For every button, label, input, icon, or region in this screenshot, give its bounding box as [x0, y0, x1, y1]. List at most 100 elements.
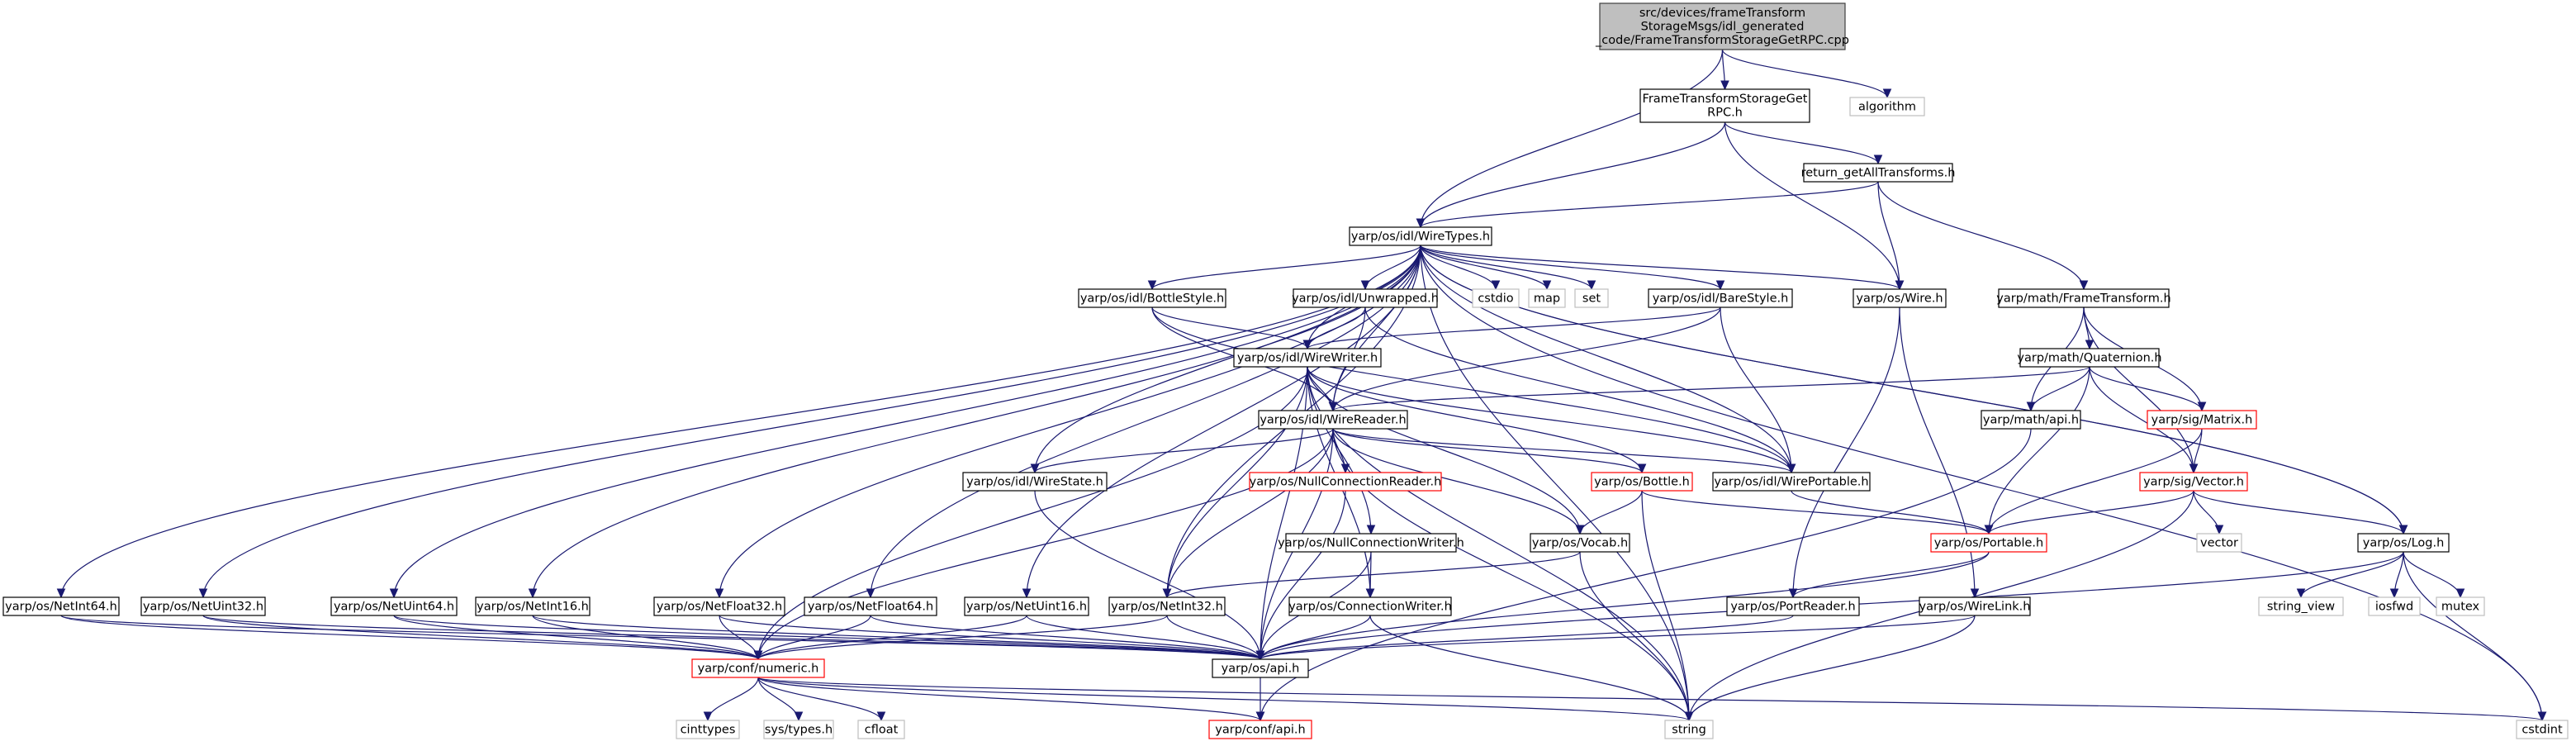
node-retall[interactable]: return_getAllTransforms.h — [1801, 163, 1956, 183]
node-box-netint32 — [1108, 596, 1226, 616]
node-connwriter[interactable]: yarp/os/ConnectionWriter.h — [1288, 596, 1452, 616]
node-label-nullreader: yarp/os/NullConnectionReader.h — [1250, 475, 1442, 488]
node-wirewriter[interactable]: yarp/os/idl/WireWriter.h — [1233, 348, 1382, 368]
edge-nullreader-to-osapi — [1260, 490, 1346, 660]
edge-barestyle-to-wirewriter — [1307, 306, 1721, 349]
node-netuint32[interactable]: yarp/os/NetUint32.h — [140, 596, 266, 616]
node-label-vocab: yarp/os/Vocab.h — [1532, 536, 1628, 549]
node-ftsget[interactable]: FrameTransformStorageGetRPC.h — [1639, 88, 1810, 123]
node-nullwriter[interactable]: yarp/os/NullConnectionWriter.h — [1278, 533, 1464, 553]
node-box-unwrapped — [1293, 288, 1438, 308]
node-barestyle[interactable]: yarp/os/idl/BareStyle.h — [1648, 288, 1793, 308]
edge-netfloat32-to-osapi — [719, 615, 1261, 660]
node-box-wirewriter — [1233, 348, 1382, 368]
node-frametransform[interactable]: yarp/math/FrameTransform.h — [1996, 288, 2171, 308]
node-portreader[interactable]: yarp/os/PortReader.h — [1726, 596, 1860, 616]
edge-vectorh-to-portable — [1988, 490, 2194, 535]
edge-ftsget-to-wire — [1724, 121, 1900, 290]
edge-numeric-to-cinttypes — [707, 677, 759, 721]
edge-quaternion-to-matrix — [2089, 366, 2203, 411]
edge-wirelink-to-osapi — [1260, 615, 1976, 660]
arrowhead-wirelink-to-osapi — [1255, 650, 1265, 661]
node-matrix[interactable]: yarp/sig/Matrix.h — [2147, 410, 2257, 430]
node-nullreader[interactable]: yarp/os/NullConnectionReader.h — [1249, 472, 1442, 492]
edges-layer — [56, 49, 2547, 722]
node-box-portreader — [1726, 596, 1860, 616]
node-label-numeric: yarp/conf/numeric.h — [698, 662, 819, 675]
node-wire[interactable]: yarp/os/Wire.h — [1853, 288, 1947, 308]
arrowhead-log-to-iosfwd — [2389, 588, 2399, 599]
node-osapi[interactable]: yarp/os/api.h — [1212, 658, 1309, 678]
node-label-root: src/devices/frameTransform — [1639, 7, 1805, 20]
node-numeric[interactable]: yarp/conf/numeric.h — [691, 658, 825, 678]
node-portable[interactable]: yarp/os/Portable.h — [1930, 533, 2047, 553]
node-box-wirereader — [1258, 410, 1408, 430]
node-root[interactable]: src/devices/frameTransformStorageMsgs/id… — [1595, 2, 1849, 50]
node-wireportable[interactable]: yarp/os/idl/WirePortable.h — [1712, 472, 1871, 492]
edge-wirereader-to-netint32 — [1166, 428, 1334, 598]
edge-connwriter-to-osapi — [1260, 615, 1371, 660]
node-label-stringview: string_view — [2267, 600, 2335, 613]
node-box-netfloat64 — [804, 596, 937, 616]
edge-bottlestyle-to-wireportable — [1151, 306, 1792, 473]
edge-wirereader-to-bottle — [1332, 428, 1643, 473]
node-netuint16[interactable]: yarp/os/NetUint16.h — [964, 596, 1089, 616]
edge-wirelink-to-string — [1688, 615, 1976, 721]
node-label-barestyle: yarp/os/idl/BareStyle.h — [1653, 292, 1789, 305]
node-label-unwrapped: yarp/os/idl/Unwrapped.h — [1292, 292, 1439, 305]
arrowhead-wiretypes-to-set — [1587, 280, 1596, 291]
node-box-wiretypes — [1349, 226, 1492, 246]
node-vocab[interactable]: yarp/os/Vocab.h — [1530, 533, 1630, 553]
node-label-mutex: mutex — [2441, 600, 2480, 613]
node-bottlestyle[interactable]: yarp/os/idl/BottleStyle.h — [1078, 288, 1226, 308]
node-netfloat32[interactable]: yarp/os/NetFloat32.h — [653, 596, 785, 616]
node-box-netint16 — [475, 596, 591, 616]
arrowhead-wire-to-wirelink — [1970, 588, 1980, 599]
node-wirestate[interactable]: yarp/os/idl/WireState.h — [962, 472, 1108, 492]
edge-retall-to-wire — [1877, 181, 1900, 290]
node-netint32[interactable]: yarp/os/NetInt32.h — [1108, 596, 1226, 616]
node-wiretypes[interactable]: yarp/os/idl/WireTypes.h — [1349, 226, 1492, 246]
edge-wirereader-to-wirestate — [1034, 428, 1334, 473]
edge-portable-to-portreader — [1792, 551, 1990, 598]
node-netint16[interactable]: yarp/os/NetInt16.h — [475, 596, 591, 616]
node-unwrapped[interactable]: yarp/os/idl/Unwrapped.h — [1292, 288, 1439, 308]
edge-frametransform-to-vectorh — [2083, 306, 2194, 473]
edge-numeric-to-string — [757, 677, 1690, 721]
node-netuint64[interactable]: yarp/os/NetUint64.h — [330, 596, 458, 616]
edge-netint32-to-osapi — [1166, 615, 1261, 660]
node-label-portreader: yarp/os/PortReader.h — [1730, 600, 1855, 613]
edge-wiretypes-to-wireportable — [1420, 245, 1792, 473]
node-quaternion[interactable]: yarp/math/Quaternion.h — [2017, 348, 2162, 368]
edge-portable-to-osapi — [1260, 551, 1990, 660]
node-confapi[interactable]: yarp/conf/api.h — [1208, 720, 1312, 739]
edge-retall-to-frametransform — [1877, 181, 2085, 290]
edge-wiretypes-to-cstdint — [1420, 245, 2543, 721]
node-label-mathapi: yarp/math/api.h — [1983, 413, 2079, 426]
node-vectorh[interactable]: yarp/sig/Vector.h — [2139, 472, 2248, 492]
node-label-cstdint: cstdint — [2521, 723, 2563, 736]
edge-unwrapped-to-wireportable — [1364, 306, 1792, 473]
arrowhead-wiretypes-to-netuint32 — [198, 588, 208, 599]
node-box-netuint64 — [330, 596, 458, 616]
node-label-root: StorageMsgs/idl_generated — [1641, 20, 1805, 33]
edge-wirewriter-to-bottle — [1307, 366, 1643, 473]
node-map: map — [1528, 288, 1566, 308]
node-mathapi[interactable]: yarp/math/api.h — [1981, 410, 2081, 430]
node-netint64[interactable]: yarp/os/NetInt64.h — [2, 596, 120, 616]
arrowhead-matrix-to-vectorh — [2189, 463, 2199, 474]
edge-netfloat64-to-osapi — [870, 615, 1261, 660]
edge-wiretypes-to-barestyle — [1420, 245, 1721, 290]
edge-wireportable-to-portable — [1791, 490, 1990, 535]
node-iosfwd: iosfwd — [2368, 596, 2421, 616]
node-wirelink[interactable]: yarp/os/WireLink.h — [1919, 596, 2031, 616]
node-log[interactable]: yarp/os/Log.h — [2357, 533, 2450, 553]
edge-netfloat64-to-numeric — [757, 615, 871, 660]
node-label-wirewriter: yarp/os/idl/WireWriter.h — [1237, 351, 1378, 364]
node-bottle[interactable]: yarp/os/Bottle.h — [1591, 472, 1693, 492]
node-label-wireportable: yarp/os/idl/WirePortable.h — [1714, 475, 1868, 488]
node-label-algorithm: algorithm — [1858, 100, 1916, 113]
node-wirereader[interactable]: yarp/os/idl/WireReader.h — [1258, 410, 1408, 430]
node-netfloat64[interactable]: yarp/os/NetFloat64.h — [804, 596, 937, 616]
edge-quaternion-to-wirereader — [1332, 366, 2090, 411]
